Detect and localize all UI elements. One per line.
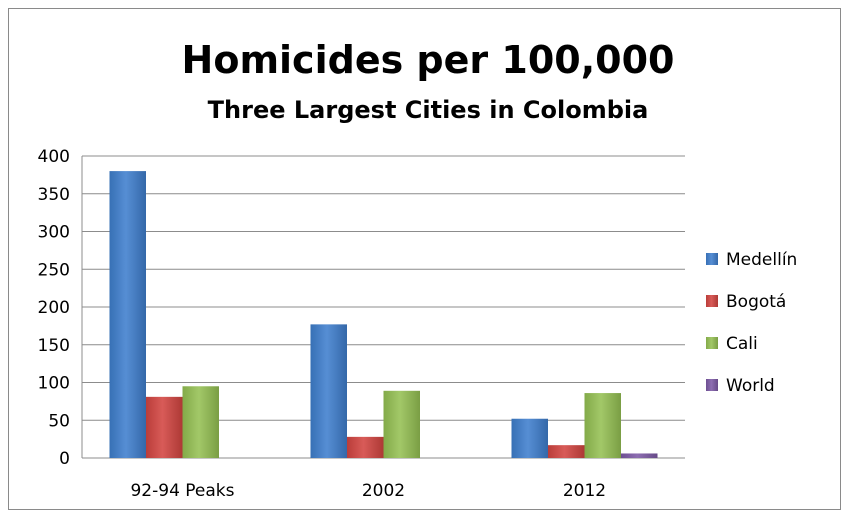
bar-bogot--2 [548,445,585,458]
legend-swatch [706,295,718,307]
bar-cali-0 [182,386,219,458]
y-tick-label: 50 [48,411,70,431]
legend-label: Medellín [726,250,797,270]
x-tick-label: 2002 [362,481,405,501]
bar-medell-n-0 [109,171,146,458]
bar-medell-n-2 [511,418,548,458]
chart-title: Homicides per 100,000 [182,38,675,82]
x-tick-label: 92-94 Peaks [130,481,234,501]
y-tick-label: 400 [38,147,70,167]
y-tick-label: 250 [38,260,70,280]
y-tick-label: 0 [59,449,70,469]
bar-cali-2 [584,393,621,458]
axes: 0 50 100 150 200 250 300 350 400 92-94 Peaks 2002 2… [38,147,685,501]
bar-bogot--0 [146,396,183,458]
bar-medell-n-1 [310,324,347,458]
legend: Medellín Bogotá Cali World [706,250,797,396]
chart-subtitle: Three Largest Cities in Colombia [208,96,649,124]
legend-label: World [726,376,775,396]
y-tick-label: 300 [38,223,70,243]
y-tick-label: 350 [38,185,70,205]
bar-world-2 [621,453,658,458]
legend-swatch [706,253,718,265]
legend-swatch [706,337,718,349]
x-tick-label: 2012 [563,481,606,501]
y-tick-label: 200 [38,298,70,318]
y-tick-label: 100 [38,374,70,394]
legend-label: Cali [726,334,758,354]
legend-label: Bogotá [726,292,786,312]
bar-cali-1 [383,390,420,458]
bars [109,171,658,458]
legend-swatch [706,379,718,391]
y-tick-label: 150 [38,336,70,356]
bar-bogot--1 [347,436,384,458]
